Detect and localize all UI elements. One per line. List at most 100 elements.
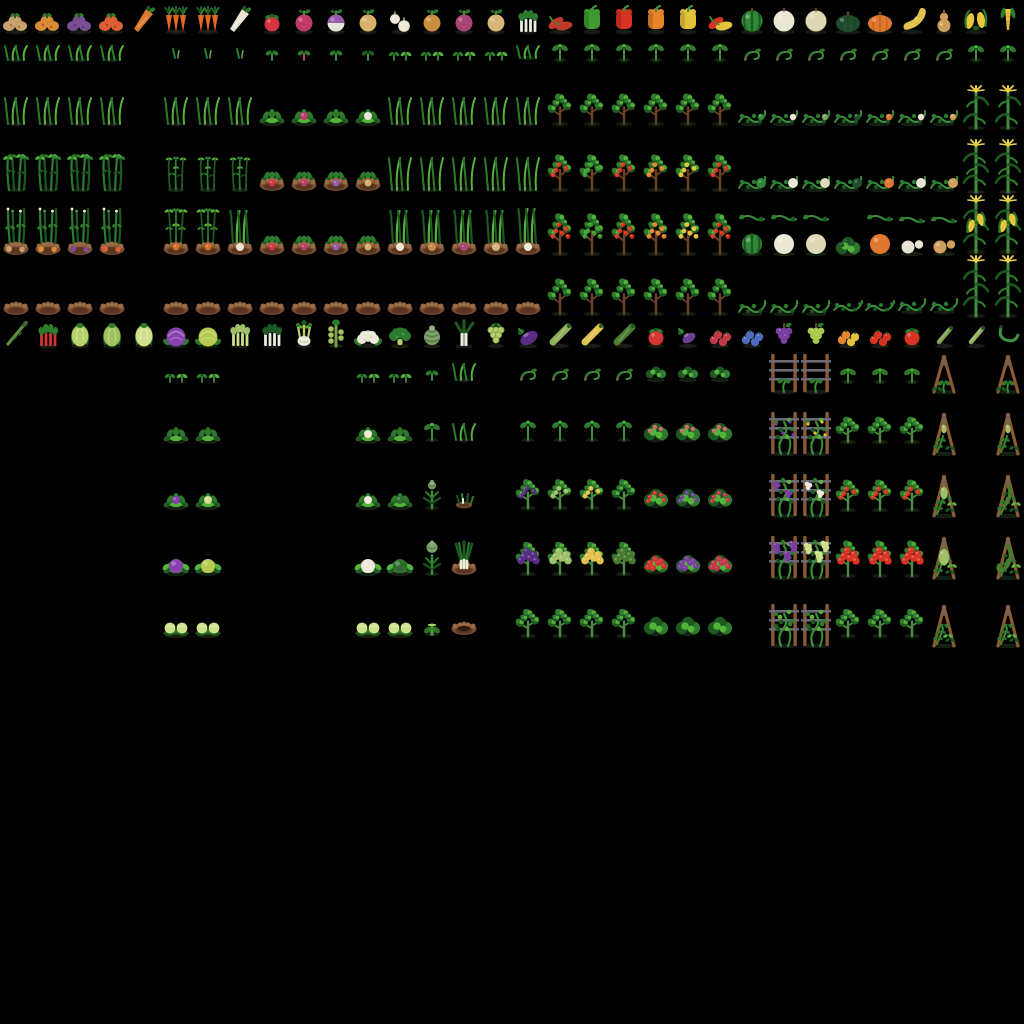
turnip-sprout — [329, 50, 343, 61]
vine-crop-harvested — [547, 608, 572, 639]
allium-stage3 — [420, 157, 444, 193]
sweet-potatoes — [35, 13, 59, 35]
beet-stage2 — [291, 109, 317, 127]
beet — [295, 9, 313, 35]
gourd-mature — [931, 216, 957, 257]
tomato-mature — [867, 540, 892, 579]
pumpkin — [868, 11, 892, 35]
harvested-mound — [35, 301, 61, 315]
snake-gourd-frame-mature — [996, 536, 1021, 581]
pepper-harvested — [579, 278, 604, 317]
grape-trellis-mature — [769, 536, 799, 581]
pepper-stage2 — [579, 93, 604, 127]
strawberry — [648, 327, 664, 349]
harvested-mound — [227, 301, 253, 315]
vine-crop-stage2 — [552, 420, 568, 443]
onion-sprouts — [388, 51, 412, 61]
pepper-stage2 — [707, 93, 732, 127]
red-cabbage-stage3 — [163, 493, 189, 511]
gourd-vine-harvested — [898, 298, 927, 315]
carrot-stage3 — [197, 156, 219, 193]
vine-crop-stage2 — [616, 420, 632, 443]
broccoli-stage3 — [387, 493, 413, 511]
pepper-stage2 — [611, 93, 636, 127]
chili-plant-fruiting — [547, 154, 572, 193]
raspberry-mature — [707, 554, 733, 575]
tomato-mature — [835, 540, 860, 579]
squash-vine-harvested — [833, 300, 863, 312]
raspberries — [709, 329, 732, 349]
squash-vine-harvested — [865, 300, 895, 312]
potato-mature — [3, 207, 29, 255]
broccoli-mature — [386, 559, 414, 577]
tomato-stage2 — [899, 416, 924, 445]
cucumber — [549, 323, 572, 349]
hot-peppers — [708, 16, 733, 35]
cabbage-sprouts — [164, 373, 188, 383]
potato-stage3 — [3, 154, 30, 193]
cabbage-stage2 — [163, 427, 189, 445]
corn-harvested — [994, 255, 1022, 319]
rhubarb — [38, 324, 59, 349]
gourd-frame-harvested — [932, 604, 956, 649]
harvested-mound — [99, 301, 125, 315]
yellow-onion-mature — [419, 209, 445, 255]
potato-stage3 — [99, 154, 126, 193]
blackberry-fruiting — [675, 488, 701, 509]
pepper-seedlings — [648, 44, 664, 63]
corn-mature — [994, 195, 1022, 255]
honeydew-melon — [773, 7, 795, 35]
red-bell-pepper — [615, 4, 633, 35]
broccoli — [389, 327, 411, 349]
daikon-radish — [230, 5, 252, 32]
pepper-stage2 — [675, 93, 700, 127]
onion-sprouts — [484, 51, 508, 61]
pepper-stage2 — [643, 93, 668, 127]
carrot-bunch — [196, 6, 220, 35]
rutabaga — [359, 9, 377, 35]
snake-gourd-frame-fruiting — [996, 474, 1021, 519]
green-bell-pepper — [583, 4, 601, 35]
honeydew-vine-fruiting — [770, 176, 799, 193]
carrot-sprouts — [172, 48, 180, 59]
orange-pepper-mature — [643, 213, 668, 257]
cauliflower-stage2 — [355, 427, 381, 445]
potatoes — [3, 13, 27, 35]
harvested-mound — [195, 301, 221, 315]
melon-vine-harvested — [738, 300, 767, 317]
tomato-harvested — [835, 608, 860, 639]
beet-mature — [291, 235, 317, 255]
red-onion-mature — [451, 209, 477, 255]
artichoke-sprout — [425, 370, 439, 381]
hot-pepper-mature — [707, 213, 732, 257]
watermelon-vine-young — [738, 110, 767, 127]
artichoke-harvested — [424, 623, 440, 637]
carrot-mature — [163, 208, 189, 255]
berry-bush-harvested — [643, 616, 669, 637]
gourd-frame-stage2 — [996, 412, 1020, 457]
cabbage-mature — [194, 559, 222, 577]
carrot-stage2 — [228, 97, 252, 127]
radish-mature — [259, 235, 285, 255]
blueberries — [741, 329, 764, 349]
red-pepper-mature — [611, 213, 636, 257]
cucumber-mature — [547, 541, 572, 577]
corn-mature — [962, 195, 990, 255]
scallion-sprout — [516, 45, 540, 61]
tomato-seedlings — [872, 368, 888, 385]
garlic — [390, 11, 410, 35]
grapes — [775, 322, 793, 344]
yam-mature — [99, 207, 125, 255]
red-cabbage — [162, 327, 190, 349]
winter-squash-vine-fruiting — [834, 176, 863, 193]
turnip-stage2 — [323, 109, 349, 127]
gourd-frame-mature — [932, 536, 957, 581]
melon-vine-harvested — [770, 300, 799, 317]
tomato-harvested — [867, 608, 892, 639]
zucchini — [613, 323, 636, 349]
gourd-frame-fruiting — [932, 474, 957, 519]
allium-stage2 — [484, 97, 508, 127]
harvested-mound — [515, 301, 541, 315]
vine-crop-sprouts — [936, 48, 953, 61]
vine-crop-sprouts — [776, 48, 793, 61]
